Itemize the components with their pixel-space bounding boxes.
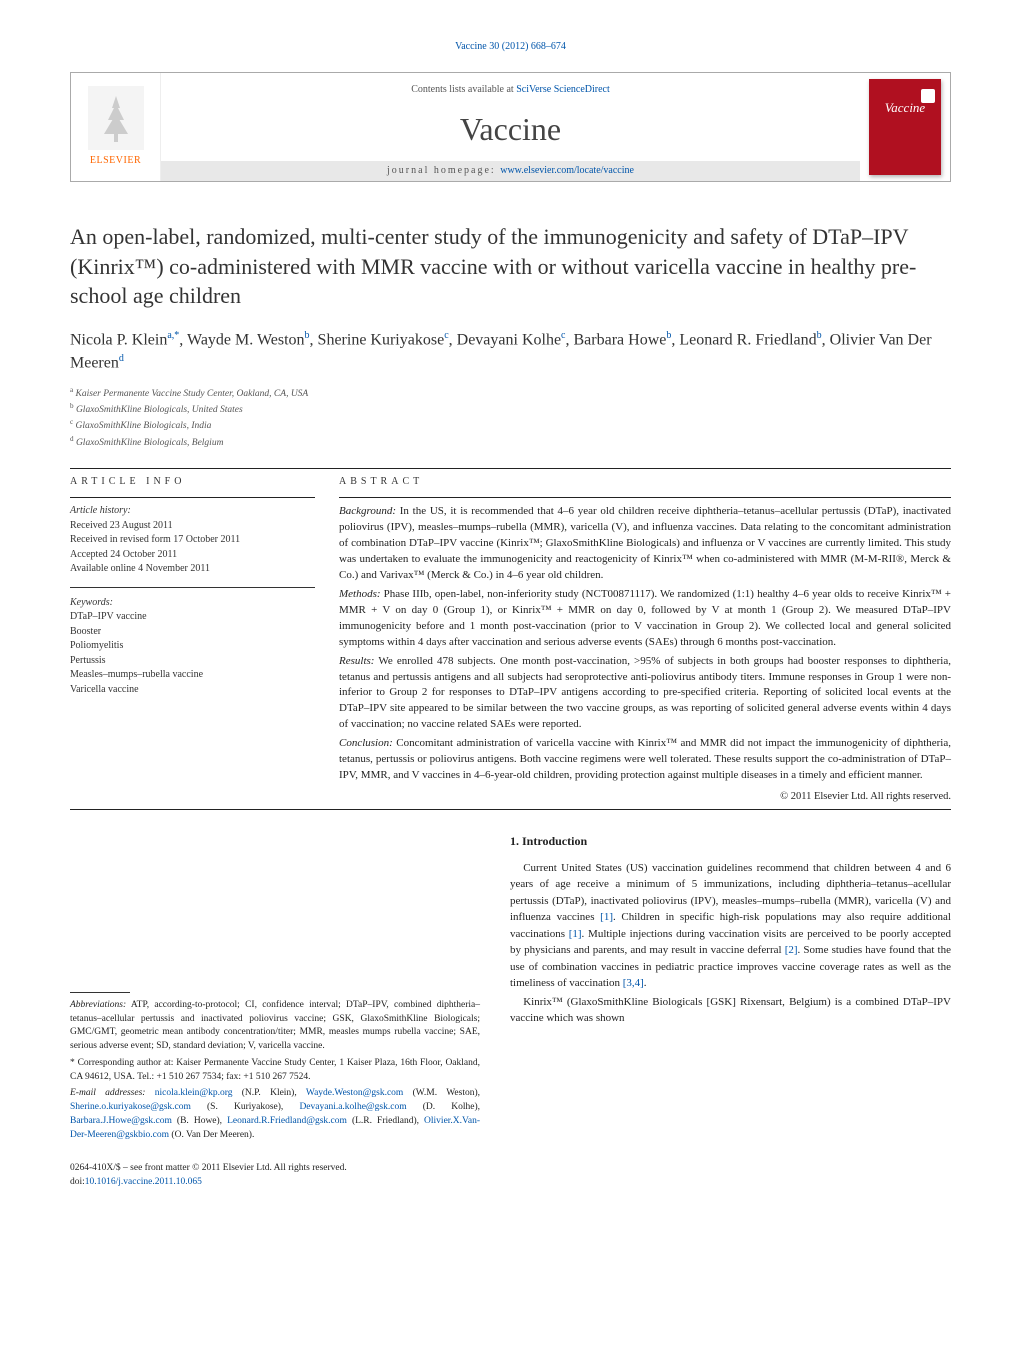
divider (339, 497, 951, 498)
journal-masthead: ELSEVIER Contents lists available at Sci… (70, 72, 951, 182)
keyword: Measles–mumps–rubella vaccine (70, 668, 315, 683)
abbrev-text: ATP, according-to-protocol; CI, confiden… (70, 1000, 480, 1051)
cover-block: Vaccine (860, 73, 950, 181)
keyword: Poliomyelitis (70, 639, 315, 654)
divider (70, 468, 951, 469)
doi-block: 0264-410X/$ – see front matter © 2011 El… (70, 1162, 480, 1189)
abstract-label: abstract (339, 475, 951, 489)
affiliations: a Kaiser Permanente Vaccine Study Center… (70, 385, 951, 451)
abstract-body: Background: In the US, it is recommended… (339, 504, 951, 784)
journal-cover-icon: Vaccine (869, 79, 941, 175)
email-label: E-mail addresses: (70, 1088, 145, 1098)
keyword: Varicella vaccine (70, 683, 315, 698)
running-header: Vaccine 30 (2012) 668–674 (70, 40, 951, 54)
doi-link[interactable]: 10.1016/j.vaccine.2011.10.065 (85, 1177, 202, 1187)
publisher-label: ELSEVIER (90, 154, 141, 168)
masthead-center: Contents lists available at SciVerse Sci… (161, 73, 860, 181)
keywords-label: Keywords: (70, 596, 315, 611)
keyword: DTaP–IPV vaccine (70, 610, 315, 625)
journal-cover-label: Vaccine (869, 99, 941, 117)
history-line: Received 23 August 2011 (70, 519, 315, 534)
homepage-link[interactable]: www.elsevier.com/locate/vaccine (500, 165, 634, 176)
sciencedirect-link[interactable]: SciVerse ScienceDirect (516, 84, 610, 95)
author-email-link[interactable]: Wayde.Weston@gsk.com (306, 1088, 403, 1098)
intro-text: . (644, 977, 647, 989)
intro-paragraph-1: Current United States (US) vaccination g… (510, 860, 951, 992)
intro-text: Kinrix™ (GlaxoSmithKline Biologicals [GS… (510, 996, 951, 1025)
corr-marker: * (70, 1058, 75, 1068)
contents-line: Contents lists available at SciVerse Sci… (169, 83, 852, 97)
intro-paragraph-2: Kinrix™ (GlaxoSmithKline Biologicals [GS… (510, 994, 951, 1027)
divider (70, 497, 315, 498)
elsevier-tree-icon (88, 86, 144, 150)
footnotes: Abbreviations: ATP, according-to-protoco… (70, 999, 480, 1143)
homepage-prefix: journal homepage: (387, 165, 500, 176)
corr-text: Corresponding author at: Kaiser Permanen… (70, 1058, 480, 1082)
history-label: Article history: (70, 504, 315, 519)
history-line: Available online 4 November 2011 (70, 562, 315, 577)
publisher-block: ELSEVIER (71, 73, 161, 181)
homepage-line: journal homepage: www.elsevier.com/locat… (161, 161, 860, 181)
author-list: Nicola P. Kleina,*, Wayde M. Westonb, Sh… (70, 329, 951, 374)
doi-prefix: doi: (70, 1177, 85, 1187)
history-line: Received in revised form 17 October 2011 (70, 533, 315, 548)
author-email-link[interactable]: Barbara.J.Howe@gsk.com (70, 1116, 172, 1126)
footnote-rule (70, 992, 130, 993)
divider (70, 809, 951, 810)
author-email-link[interactable]: nicola.klein@kp.org (155, 1088, 233, 1098)
ref-link[interactable]: [1] (600, 911, 613, 923)
author-email-link[interactable]: Leonard.R.Friedland@gsk.com (227, 1116, 347, 1126)
article-title: An open-label, randomized, multi-center … (70, 222, 951, 311)
keyword: Pertussis (70, 654, 315, 669)
abbrev-label: Abbreviations: (70, 1000, 126, 1010)
history-line: Accepted 24 October 2011 (70, 548, 315, 563)
ref-link[interactable]: [1] (569, 928, 582, 940)
abstract-copyright: © 2011 Elsevier Ltd. All rights reserved… (339, 790, 951, 805)
contents-prefix: Contents lists available at (411, 84, 516, 95)
ref-link[interactable]: [2] (785, 944, 798, 956)
article-history: Article history: Received 23 August 2011… (70, 504, 315, 697)
keyword: Booster (70, 625, 315, 640)
journal-name: Vaccine (169, 107, 852, 152)
doi-front-matter: 0264-410X/$ – see front matter © 2011 El… (70, 1162, 480, 1175)
author-email-link[interactable]: Sherine.o.kuriyakose@gsk.com (70, 1102, 191, 1112)
author-email-link[interactable]: Devayani.a.kolhe@gsk.com (299, 1102, 406, 1112)
ref-link[interactable]: [3,4] (623, 977, 644, 989)
section-heading-intro: 1. Introduction (510, 832, 951, 850)
article-info-label: article info (70, 475, 315, 489)
